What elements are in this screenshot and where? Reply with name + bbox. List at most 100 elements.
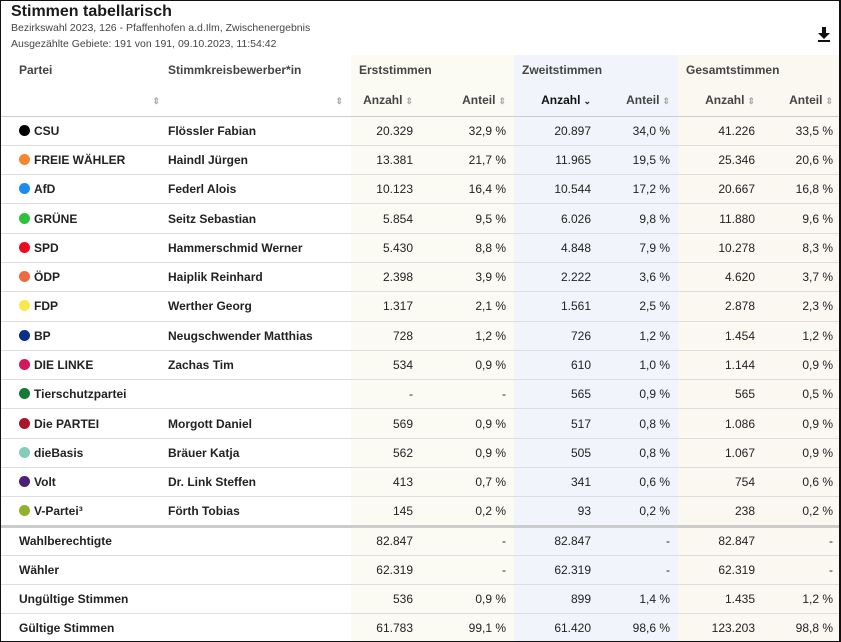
sort-icon: ⇕ bbox=[747, 96, 756, 107]
cell-zp: 0,2 % bbox=[599, 496, 679, 528]
cell-ea: 536 bbox=[351, 584, 421, 614]
party-name: FREIE WÄHLER bbox=[34, 152, 126, 167]
cell-gp: 3,7 % bbox=[763, 262, 839, 293]
cell-ep: 1,2 % bbox=[421, 321, 515, 351]
cell-za: 899 bbox=[514, 584, 600, 614]
summary-label: Gültige Stimmen bbox=[19, 620, 115, 635]
summary-row: Ungültige Stimmen 536 0,9 % 899 1,4 % 1.435 1,… bbox=[1, 584, 839, 614]
candidate-name: Federl Alois bbox=[168, 174, 351, 205]
cell-ga: 41.226 bbox=[678, 116, 764, 146]
table-row: AfD Federl Alois 10.123 16,4 % 10.544 17,2 % 2… bbox=[1, 174, 839, 205]
cell-ea: 5.430 bbox=[351, 233, 421, 263]
cell-za: 341 bbox=[514, 467, 600, 498]
cell-za: 20.897 bbox=[514, 116, 600, 146]
cell-ea: 10.123 bbox=[351, 174, 421, 205]
party-color-dot bbox=[19, 476, 30, 488]
cell-gp: 0,5 % bbox=[763, 379, 839, 410]
cell-za: 61.420 bbox=[514, 613, 600, 641]
cell-ga: 4.620 bbox=[678, 262, 764, 293]
sort-gesamt-anteil[interactable]: Anteil ⇕ bbox=[763, 85, 839, 117]
cell-zp: - bbox=[599, 526, 679, 556]
cell-gp: 98,8 % bbox=[763, 613, 839, 641]
cell-gp: 1,2 % bbox=[763, 584, 839, 614]
summary-row: Gültige Stimmen 61.783 99,1 % 61.420 98,6 % 1… bbox=[1, 613, 839, 641]
cell-zp: 7,9 % bbox=[599, 233, 679, 263]
cell-gp: 8,3 % bbox=[763, 233, 839, 263]
table-row: Volt Dr. Link Steffen 413 0,7 % 341 0,6 % 754 0… bbox=[1, 467, 839, 498]
cell-za: 610 bbox=[514, 350, 600, 381]
cell-zp: 34,0 % bbox=[599, 116, 679, 146]
sort-erst-anteil[interactable]: Anteil ⇕ bbox=[421, 85, 515, 117]
cell-ga: 11.880 bbox=[678, 203, 764, 234]
header-erststimmen: Erststimmen bbox=[351, 55, 515, 85]
subtitle: Bezirkswahl 2023, 126 - Pfaffenhofen a.d… bbox=[11, 22, 311, 34]
summary-label: Wahlberechtigte bbox=[1, 526, 351, 556]
cell-gp: 1,2 % bbox=[763, 321, 839, 351]
cell-ea: 534 bbox=[351, 350, 421, 381]
cell-ea: 728 bbox=[351, 321, 421, 351]
cell-ep: - bbox=[421, 379, 515, 410]
cell-zp: 17,2 % bbox=[599, 174, 679, 205]
cell-ga: 2.878 bbox=[678, 291, 764, 322]
cell-ea: 1.317 bbox=[351, 291, 421, 322]
cell-za: 10.544 bbox=[514, 174, 600, 205]
header-bewerber: Stimmkreisbewerber*in bbox=[168, 63, 302, 77]
party-name: dieBasis bbox=[34, 445, 84, 460]
download-icon[interactable] bbox=[817, 27, 831, 43]
cell-gp: - bbox=[763, 555, 839, 585]
party-color-dot bbox=[19, 329, 30, 341]
party-name: FDP bbox=[34, 299, 58, 314]
party-name: GRÜNE bbox=[34, 211, 78, 226]
candidate-name: Haindl Jürgen bbox=[168, 145, 351, 176]
candidate-name: Flössler Fabian bbox=[168, 116, 351, 146]
cell-ep: 3,9 % bbox=[421, 262, 515, 293]
cell-zp: 3,6 % bbox=[599, 262, 679, 293]
cell-ea: 61.783 bbox=[351, 613, 421, 641]
table-row: DIE LINKE Zachas Tim 534 0,9 % 610 1,0 % 1.144… bbox=[1, 350, 839, 381]
party-name: BP bbox=[34, 328, 51, 343]
table-row: dieBasis Bräuer Katja 562 0,9 % 505 0,8 % 1.06… bbox=[1, 438, 839, 469]
cell-ea: - bbox=[351, 379, 421, 410]
summary-label: Wähler bbox=[1, 555, 351, 585]
sort-zweit-anteil[interactable]: Anteil ⇕ bbox=[599, 85, 679, 117]
cell-ga: 20.667 bbox=[678, 174, 764, 205]
cell-ga: 1.067 bbox=[678, 438, 764, 469]
party-color-dot bbox=[19, 271, 30, 283]
header-partei: Partei bbox=[19, 63, 53, 77]
cell-gp: 0,9 % bbox=[763, 438, 839, 469]
cell-za: 505 bbox=[514, 438, 600, 469]
cell-ep: 2,1 % bbox=[421, 291, 515, 322]
cell-za: 565 bbox=[514, 379, 600, 410]
summary-row: Wähler 62.319-62.319-62.319- bbox=[1, 555, 839, 585]
cell-zp: 98,6 % bbox=[599, 613, 679, 641]
cell-za: 11.965 bbox=[514, 145, 600, 176]
cell-ea: 20.329 bbox=[351, 116, 421, 146]
summary-row: Wahlberechtigte 82.847-82.847-82.847- bbox=[1, 526, 839, 556]
party-color-dot bbox=[19, 417, 30, 429]
sort-icon: ⇕ bbox=[498, 96, 507, 107]
page-title: Stimmen tabellarisch bbox=[11, 3, 172, 20]
cell-ep: 0,7 % bbox=[421, 467, 515, 498]
cell-gp: 33,5 % bbox=[763, 116, 839, 146]
cell-zp: - bbox=[599, 555, 679, 585]
sort-gesamt-anzahl[interactable]: Anzahl ⇕ bbox=[678, 85, 764, 117]
table-row: FDP Werther Georg 1.317 2,1 % 1.561 2,5 % 2.87… bbox=[1, 291, 839, 322]
cell-zp: 0,8 % bbox=[599, 408, 679, 439]
cell-ga: 1.454 bbox=[678, 321, 764, 351]
sort-zweit-anzahl[interactable]: Anzahl ⌄ bbox=[514, 85, 600, 117]
cell-ga: 25.346 bbox=[678, 145, 764, 176]
sort-bewerber[interactable]: ⇕ bbox=[168, 85, 351, 117]
sort-partei[interactable]: ⇕ bbox=[1, 85, 168, 117]
chevron-down-icon: ⌄ bbox=[583, 96, 592, 107]
party-name: Tierschutzpartei bbox=[34, 387, 127, 402]
header-gesamtstimmen: Gesamtstimmen bbox=[678, 55, 839, 85]
cell-za: 726 bbox=[514, 321, 600, 351]
sort-icon: ⇕ bbox=[825, 96, 834, 107]
sort-erst-anzahl[interactable]: Anzahl ⇕ bbox=[351, 85, 421, 117]
candidate-name: Bräuer Katja bbox=[168, 438, 351, 469]
party-name: Volt bbox=[34, 475, 56, 490]
table-row: Tierschutzpartei - -565 0,9 % 565 0,5 % bbox=[1, 379, 839, 410]
status-text: Ausgezählte Gebiete: 191 von 191, 09.10.… bbox=[11, 38, 277, 50]
cell-za: 1.561 bbox=[514, 291, 600, 322]
cell-zp: 9,8 % bbox=[599, 203, 679, 234]
